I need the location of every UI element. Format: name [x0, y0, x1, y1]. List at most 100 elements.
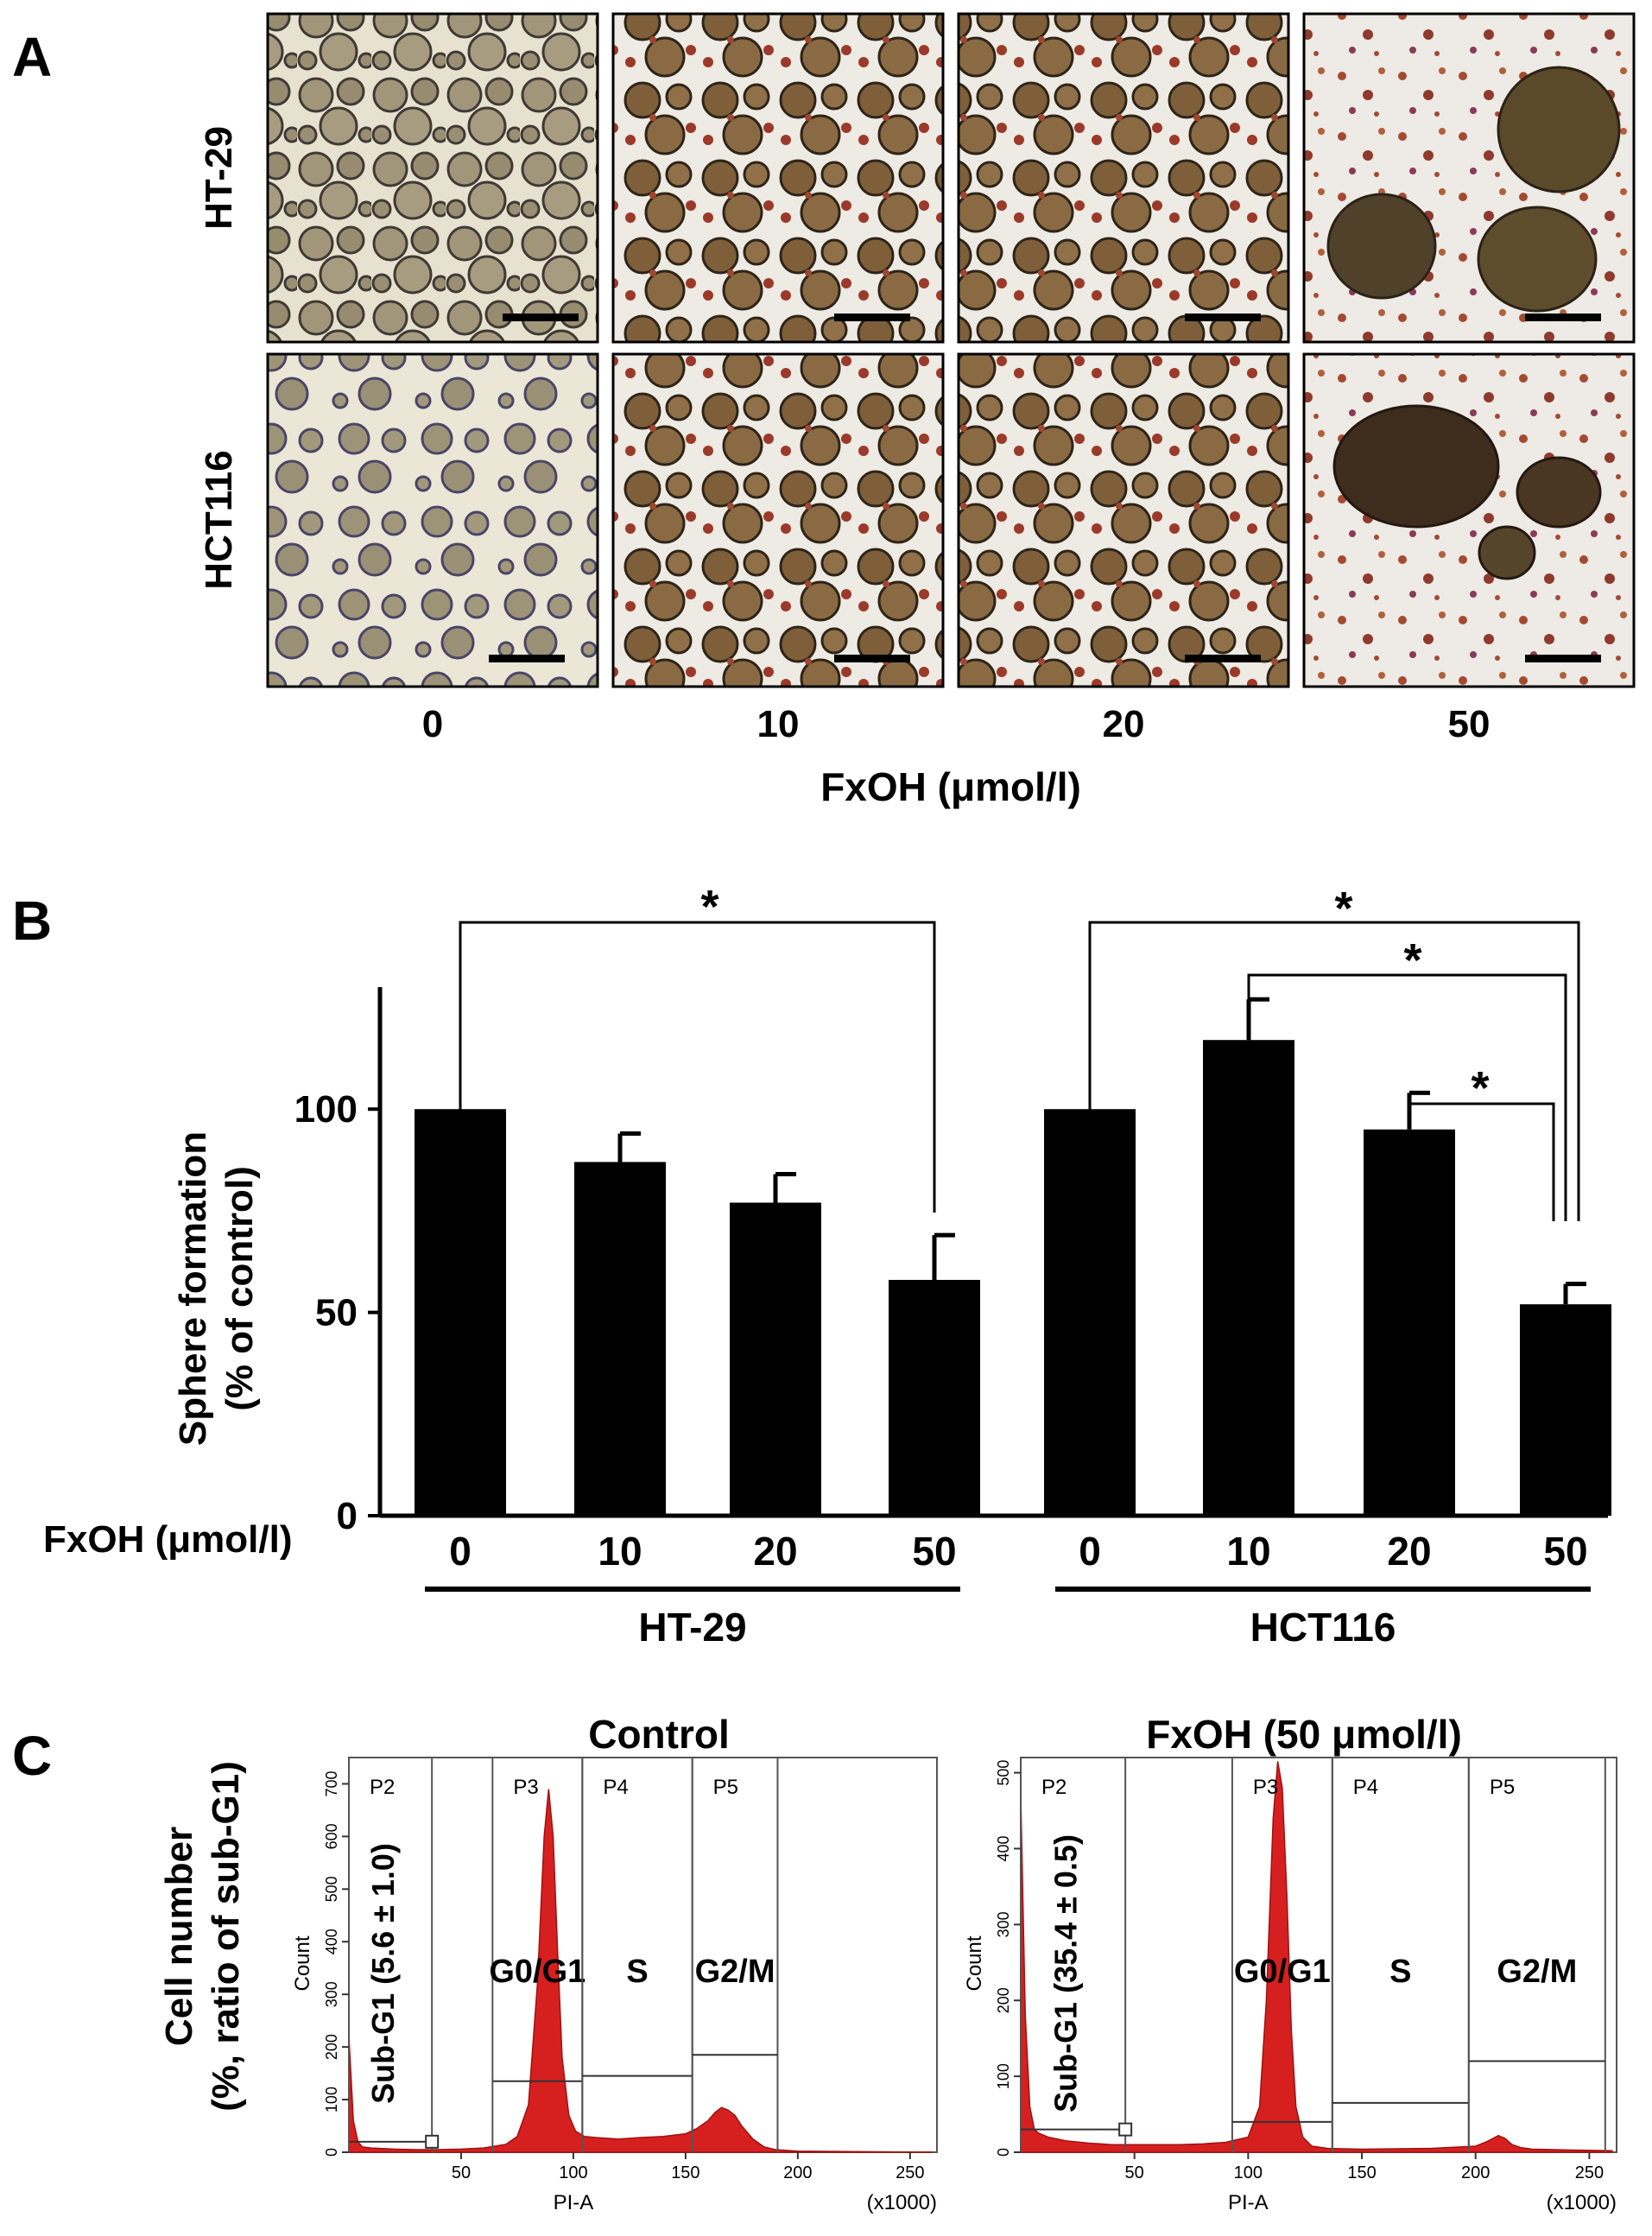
hist-y-tick-label: 700: [323, 1770, 340, 1796]
bar-ylabel-line2: (% of control): [218, 1166, 261, 1411]
gate-label: P5: [713, 1776, 738, 1799]
hist-y-tick-label: 100: [323, 2087, 340, 2112]
hist-x-tick-label: 50: [1125, 2163, 1144, 2182]
bar-category-label: 20: [1387, 1529, 1431, 1574]
hist-x-tick-label: 100: [559, 2163, 587, 2182]
bar: [889, 1279, 980, 1516]
hist-y-tick-label: 200: [995, 1987, 1012, 2013]
bar: [1364, 1129, 1455, 1516]
phase-label: G0/G1: [489, 1954, 585, 1990]
panel-a-label: A: [12, 26, 52, 88]
phase-label: G2/M: [1497, 1954, 1577, 1990]
panel-b-label: B: [12, 890, 52, 952]
hist-y-tick-label: 100: [995, 2063, 1012, 2089]
flow-histogram-fxoh: FxOH (50 μmol/l) P2 P3 G0/G1 P4 S P5 G2/M Sub-G1…: [963, 1712, 1617, 2214]
bar-side-label: FxOH (μmol/l): [43, 1518, 292, 1561]
hist-y-tick-label: 500: [323, 1876, 340, 1902]
gate-label: P4: [1353, 1776, 1378, 1799]
micrograph-hct116-10: [611, 352, 945, 688]
col-label-50: 50: [1448, 703, 1491, 745]
hist-x-tick-label: 250: [896, 2163, 924, 2182]
hist-y-tick-label: 400: [323, 1929, 340, 1954]
micrograph-grid: [266, 12, 1636, 688]
cell-number-label-line2: (%, ratio of sub-G1): [205, 1761, 247, 2112]
micrograph-hct116-20: [957, 352, 1290, 688]
histogram-frame: [348, 1757, 938, 2153]
hist-x-scale-note: (x1000): [867, 2191, 937, 2214]
phase-label: S: [626, 1954, 648, 1990]
gate-label: P3: [513, 1776, 538, 1799]
bar: [1520, 1304, 1611, 1516]
hist-x-tick-label: 150: [1347, 2163, 1376, 2182]
bar-y-tick-label: 100: [294, 1088, 358, 1131]
micrograph-ht29-10: [611, 12, 945, 344]
bar: [730, 1202, 821, 1516]
bar-category-label: 20: [753, 1529, 797, 1574]
hist-y-axis-title: Count: [963, 1935, 986, 1991]
col-label-0: 0: [422, 703, 443, 745]
bar-category-label: 50: [912, 1529, 956, 1574]
significance-star-2: *: [1334, 883, 1352, 934]
bar: [574, 1162, 666, 1516]
subg1-label: Sub-G1 (5.6 ± 1.0): [365, 1843, 401, 2104]
hist-y-tick-label: 600: [323, 1823, 340, 1849]
hist-x-axis-title: PI-A: [554, 2191, 594, 2214]
scale-bars: [489, 314, 1601, 662]
gate-label: P5: [1490, 1776, 1515, 1799]
hist-x-tick-label: 200: [1461, 2163, 1490, 2182]
hist-x-tick-label: 150: [671, 2163, 699, 2182]
micrograph-hct116-0: [266, 352, 599, 688]
hist-y-tick-label: 0: [323, 2148, 340, 2157]
ht29-50-spheres: [1326, 66, 1621, 313]
bar-category-label: 10: [1226, 1529, 1270, 1574]
hist-x-axis-title: PI-A: [1228, 2191, 1269, 2214]
col-label-20: 20: [1103, 703, 1145, 745]
bar-ylabel-line1: Sphere formation: [172, 1131, 214, 1446]
panel-a-axis-label: FxOH (μmol/l): [820, 764, 1081, 809]
panel-c-label: C: [12, 1725, 52, 1787]
hist-y-tick-label: 300: [995, 1911, 1012, 1937]
gate-handle: [1118, 2122, 1133, 2137]
significance-star-3: *: [1403, 934, 1421, 986]
gate-label: P3: [1253, 1776, 1278, 1799]
group-label-ht29: HT-29: [638, 1605, 746, 1650]
histogram-title: Control: [588, 1712, 730, 1757]
bar-category-label: 0: [1079, 1529, 1101, 1574]
subg1-label: Sub-G1 (35.4 ± 0.5): [1048, 1834, 1084, 2112]
hist-x-tick-label: 100: [1234, 2163, 1263, 2182]
phase-label: S: [1389, 1954, 1411, 1990]
flow-histogram-control: Control P2 P3 G0/G1 P4 S P5 G2/M Sub-G1 (5.6 ± 1…: [291, 1712, 938, 2214]
bar-category-label: 10: [598, 1529, 642, 1574]
hist-x-tick-label: 200: [783, 2163, 812, 2182]
phase-label: G2/M: [695, 1954, 775, 1990]
hist-y-tick-label: 0: [995, 2148, 1012, 2157]
significance-star-1: *: [700, 881, 718, 933]
bar-chart: 0 50 100 0 10 20 50 0 10 20 50: [294, 987, 1611, 1574]
bar: [1203, 1040, 1294, 1516]
gate-label: P2: [1041, 1776, 1067, 1799]
hist-x-scale-note: (x1000): [1547, 2191, 1617, 2214]
phase-label: G0/G1: [1234, 1954, 1331, 1990]
row-label-ht29: HT-29: [198, 126, 240, 230]
col-label-10: 10: [757, 703, 800, 745]
histogram-title: FxOH (50 μmol/l): [1146, 1712, 1462, 1757]
hist-y-tick-label: 200: [323, 2034, 340, 2060]
gate-label: P4: [603, 1776, 628, 1799]
bar-y-tick-label: 0: [337, 1495, 358, 1537]
group-label-hct116: HCT116: [1250, 1605, 1396, 1650]
gate-label: P2: [370, 1776, 395, 1799]
hct116-50-spheres: [1332, 404, 1602, 580]
hist-x-tick-label: 250: [1575, 2163, 1604, 2182]
row-label-hct116: HCT116: [198, 450, 240, 589]
gate-handle: [425, 2134, 440, 2149]
significance-star-4: *: [1471, 1062, 1489, 1114]
hist-y-tick-label: 300: [323, 1981, 340, 2007]
significance-brackets: [459, 921, 1580, 1221]
histogram-frame: [1020, 1757, 1617, 2153]
hist-y-tick-label: 400: [995, 1835, 1012, 1861]
hist-y-tick-label: 500: [995, 1760, 1012, 1786]
bar-category-label: 0: [449, 1529, 472, 1574]
micrograph-ht29-0: [266, 12, 599, 344]
bar: [1044, 1109, 1136, 1516]
